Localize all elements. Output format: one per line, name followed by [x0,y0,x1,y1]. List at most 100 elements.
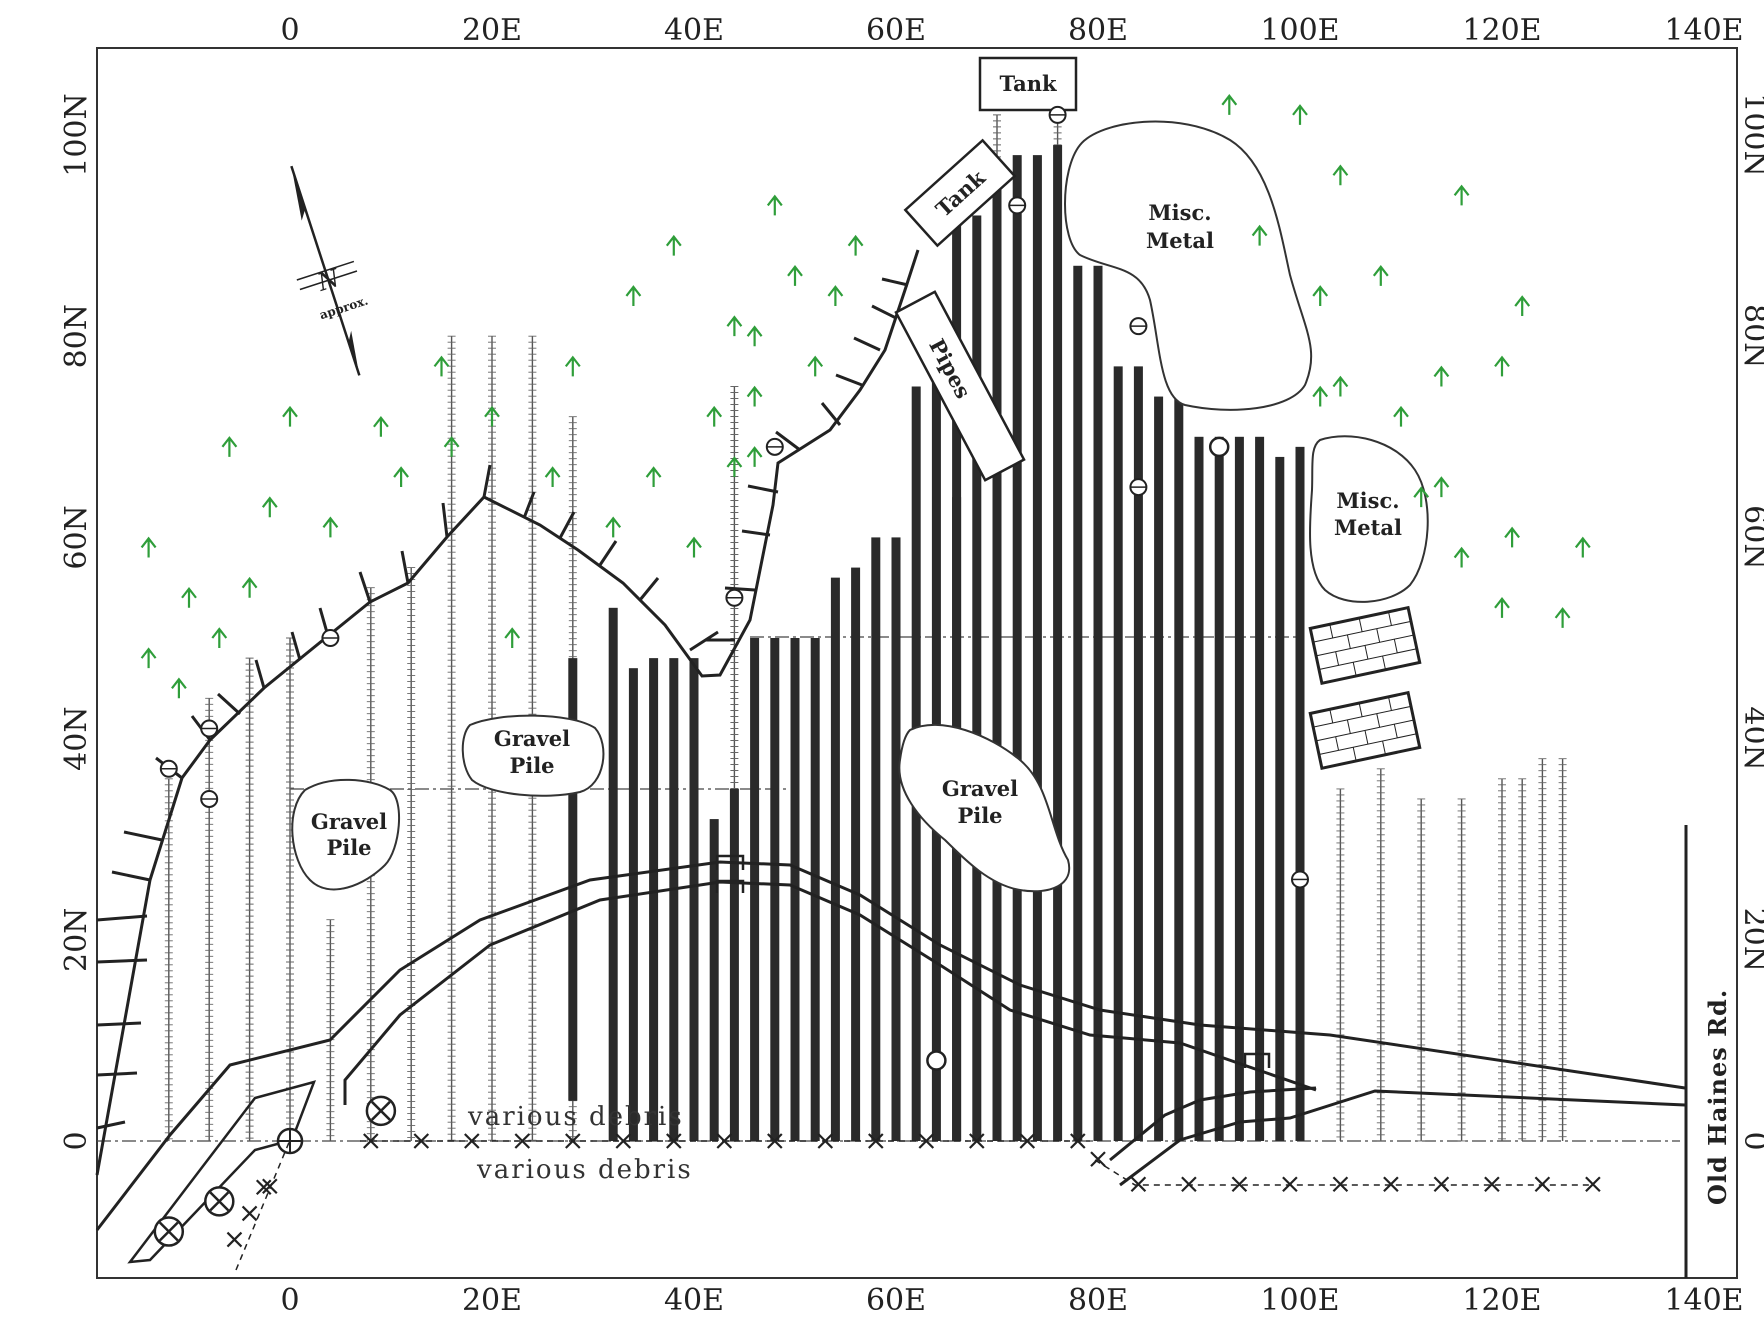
tree-icon [241,576,258,598]
tree-icon [807,355,824,377]
tree-icon [1433,476,1450,498]
x-marker-icon [1484,1176,1500,1193]
x-marker-icon [464,1133,480,1149]
transect-line-0 [164,778,173,1141]
x-marker-icon [1585,1176,1601,1193]
x-tick-top-5: 100E [1260,13,1339,48]
tree-icon [564,355,581,377]
x-marker-icon [226,1231,243,1248]
misc-metal-area-1: Misc. Metal [1064,120,1313,411]
x-marker-icon [1332,1176,1349,1193]
transect-line-49 [1336,788,1345,1141]
y-tick-left-2: 40N [59,706,94,770]
tree-icon [746,446,763,467]
transect-line-51 [1417,798,1426,1142]
transect-bar-41 [1154,396,1164,1141]
tree-icon [665,234,682,256]
x-marker-icon [363,1133,379,1149]
transect-line-4 [326,919,335,1141]
x-tick-bottom-0: 0 [280,1283,299,1318]
gravel-pile-3-line-2: Pile [957,803,1002,828]
y-tick-left-5: 100N [59,93,94,177]
transect-bar-44 [1214,436,1224,1141]
tree-icon [645,466,662,488]
transect-bar-15 [669,658,679,1141]
crossed-marker-icon [365,1095,397,1127]
survey-point-icon [1048,105,1067,124]
survey-point-icon [1291,870,1309,889]
tree-icon [373,415,389,437]
y-tick-left-0: 0 [59,1131,94,1150]
transect-line-3 [286,637,294,1141]
survey-point-icon [200,719,219,738]
survey-point-icon [765,437,784,456]
x-axis-bottom-labels: 0 20E 40E 60E 80E 100E 120E 140E [280,1283,1743,1318]
transect-line-1 [205,697,214,1141]
tank-top-label: Tank [999,71,1056,96]
tree-icon [1453,546,1470,568]
misc-metal-1-line-2: Metal [1146,228,1214,253]
x-tick-bottom-4: 80E [1068,1283,1128,1318]
survey-transects-thick [568,145,1305,1142]
tree-icon [706,405,723,427]
tank-top: Tank [978,56,1078,112]
x-marker-icon [262,1178,278,1195]
tree-icon [1393,405,1409,427]
gravel-pile-3: Gravel Pile [898,723,1071,893]
misc-metal-2-line-1: Misc. [1336,488,1399,513]
tree-icon [726,315,743,337]
x-marker-icon [1433,1176,1450,1193]
x-tick-bottom-6: 120E [1462,1283,1541,1318]
x-tick-top-4: 80E [1068,13,1128,48]
tree-icon [1494,355,1510,377]
tree-icon [221,436,238,457]
transect-line-56 [1558,758,1567,1141]
gravel-pile-1-line-1: Gravel [311,809,387,834]
tree-icon [1251,224,1268,246]
transect-bar-39 [1113,366,1123,1141]
x-tick-bottom-5: 100E [1260,1283,1339,1318]
x-marker-icon [817,1133,834,1149]
x-marker-icon [1019,1133,1036,1149]
y-tick-left-1: 20N [59,908,94,972]
transect-bar-25 [851,567,861,1141]
x-tick-top-1: 20E [462,13,522,48]
survey-point-icon [321,629,340,647]
tree-icon [1332,164,1349,186]
gravel-pile-3-line-1: Gravel [942,776,1018,801]
transect-bar-13 [628,668,638,1141]
y-tick-right-3: 60N [1737,505,1764,569]
transect-line-54 [1518,778,1527,1141]
map-frame [96,47,1738,1279]
y-tick-right-1: 20N [1737,908,1764,972]
x-marker-icon [241,1205,258,1222]
tree-icon [766,194,783,216]
various-debris-label-2: various debris [476,1155,693,1185]
transect-bar-46 [1255,436,1265,1141]
tree-icon [181,586,197,608]
tree-icon [746,385,763,407]
gravel-pile-1-line-2: Pile [326,835,371,860]
crossed-marker-icon [204,1186,235,1217]
y-tick-left-4: 80N [59,304,94,368]
transect-bar-32 [972,215,982,1142]
tree-icon [322,516,339,538]
embankment-line [95,249,920,1176]
transect-line-52 [1457,798,1466,1142]
x-tick-bottom-3: 60E [866,1283,926,1318]
tree-icon [1292,104,1308,125]
y-tick-right-0: 0 [1737,1131,1764,1150]
tree-icon [1514,295,1531,317]
transect-bar-47 [1275,456,1285,1141]
transect-bar-45 [1234,436,1244,1141]
tree-icon [787,265,803,286]
misc-metal-2-line-2: Metal [1334,515,1402,540]
transect-bar-14 [649,658,659,1141]
tree-icon [261,496,278,518]
tree-icon [433,355,450,377]
transect-line-53 [1498,778,1506,1141]
survey-point-icon [1008,196,1027,215]
transect-bar-22 [790,638,800,1141]
tree-icon [1554,607,1571,628]
x-marker-icon [969,1133,985,1149]
